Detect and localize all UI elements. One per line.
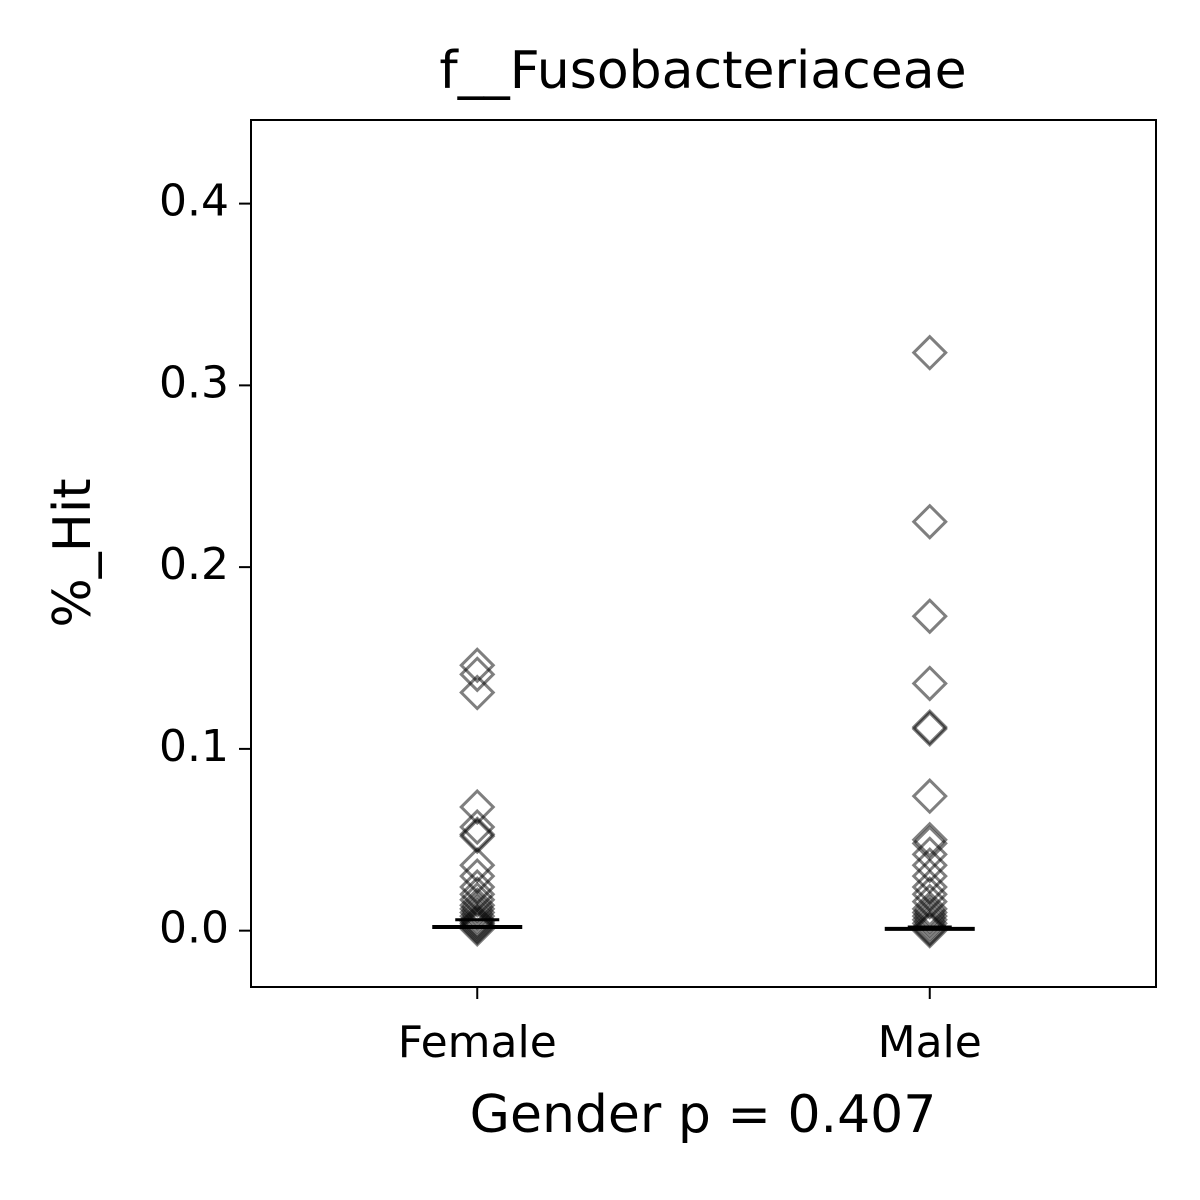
point (459, 818, 496, 855)
point (911, 883, 948, 920)
point (459, 897, 496, 935)
point (911, 912, 948, 949)
point (459, 674, 496, 711)
plot-frame (250, 119, 1157, 988)
y-tick-label: 0.0 (159, 903, 229, 954)
chart-title: f__Fusobacteriaceae (439, 41, 966, 101)
point (459, 808, 496, 846)
y-tick-label: 0.2 (159, 539, 229, 590)
point (459, 847, 496, 884)
point (911, 598, 948, 635)
point (459, 887, 496, 924)
x-axis-label: Gender p = 0.407 (470, 1085, 937, 1145)
point (459, 788, 496, 826)
point (911, 897, 948, 935)
y-tick-label: 0.4 (159, 176, 229, 227)
y-tick-label: 0.3 (159, 357, 229, 408)
point (911, 821, 948, 858)
point (911, 901, 948, 938)
point (459, 910, 496, 947)
point (911, 503, 948, 540)
point (911, 778, 948, 815)
x-tick-label: Male (878, 1017, 982, 1068)
point (911, 665, 948, 702)
point (459, 890, 496, 927)
point (911, 894, 948, 931)
point (911, 334, 948, 371)
point (459, 656, 496, 693)
point (911, 890, 948, 927)
point (459, 881, 496, 918)
point (459, 647, 496, 684)
point (459, 894, 496, 931)
x-tick-label: Female (398, 1017, 557, 1068)
point (911, 710, 948, 748)
y-axis-label: %_Hit (43, 478, 103, 627)
point (911, 905, 948, 942)
point (911, 847, 948, 884)
y-tick-label: 0.1 (159, 721, 229, 772)
